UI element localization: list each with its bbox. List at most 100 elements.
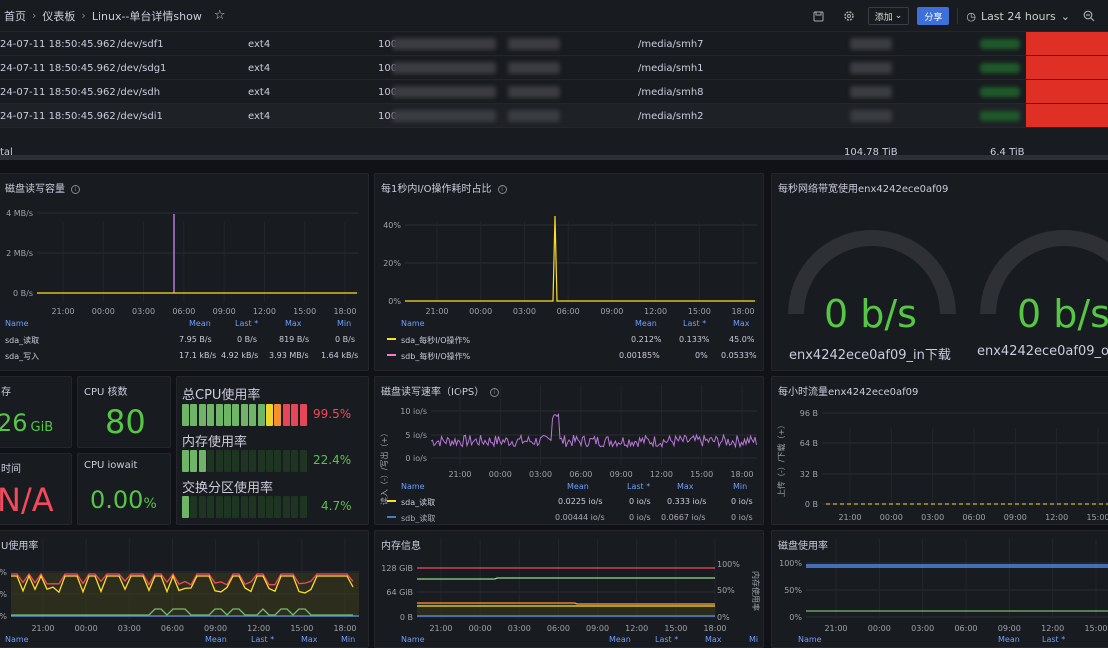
legend-item[interactable]: sdb_读取 [387,513,435,524]
x-tick-label: 21:00 [838,513,861,522]
x-tick-label: 12:00 [247,624,270,633]
chevron-down-icon: ⌄ [894,11,903,21]
x-tick-label: 06:00 [172,307,195,316]
y2-tick-label: 0% [717,613,730,622]
x-tick-label: 21:00 [31,624,54,633]
mem-info-panel: 内存信息 128 GiB 64 GiB 0 B 100% 50% 0% 内存使用… [374,530,764,648]
bar-segment [266,496,273,518]
disk-usage-panel: 磁盘使用率 100% 50% 0% 21:00 00:00 03:00 06:00 09… [771,530,1108,648]
x-tick-label: 03:00 [513,307,536,316]
clock-icon: ◷ [966,9,976,23]
bar-segment [240,450,248,472]
mem-usage-bar [182,450,307,472]
add-button[interactable]: 添加 ⌄ [867,7,910,25]
uptime-stat: 时间 N/A [0,453,72,525]
panel-title: 磁盘读写速率（IOPS） [381,387,485,398]
info-icon[interactable]: i [497,185,507,194]
x-tick-label: 09:00 [998,624,1021,633]
bar-segment [266,450,273,472]
y-axis-label: 读入（-）/写出（+） [379,429,389,505]
panel-title: 每小时流量enx4242ece0af09 [778,387,919,398]
x-tick-label: 03:00 [529,470,552,479]
bar-segment [282,496,290,518]
legend-swatch [387,500,396,502]
hourly-traffic-panel: 每小时流量enx4242ece0af09 上传（-）/下载（+） 96 B 64… [771,376,1108,525]
x-tick-label: 00:00 [868,624,891,633]
bar-segment [299,404,307,426]
x-tick-label: 18:00 [703,624,726,633]
disk-usage-chart: 100% 50% 0% 21:00 00:00 03:00 06:00 09:00 12:… [779,539,1108,633]
panel-title: 磁盘读写容量 [5,184,65,195]
x-tick-label: 09:00 [1004,513,1027,522]
cpu-iowait-stat: CPU iowait 0.00% [77,453,171,525]
zoom-out-icon[interactable] [1078,6,1100,26]
gauges [788,230,1108,315]
x-tick-label: 09:00 [213,307,236,316]
x-tick-label: 00:00 [880,513,903,522]
breadcrumb: 首页 › 仪表板 › Linux--单台详情show ☆ [0,8,231,24]
y2-axis-label: 内存使用率 [751,571,761,611]
legend-item[interactable]: sda_每秒I/O操作% [387,335,470,346]
breadcrumb-home[interactable]: 首页 [4,9,26,23]
usage-cell [1026,56,1108,79]
x-tick-label: 18:00 [333,624,356,633]
x-axis-ticks: 21:00 00:00 03:00 06:00 09:00 12:00 15:00 18:00 [448,385,754,479]
bar-segment [182,496,189,518]
x-tick-label: 00:00 [75,624,98,633]
dashboard-title[interactable]: Linux--单台详情show [91,9,202,23]
iops-panel: 磁盘读写速率（IOPS） i 读入（-）/写出（+） 10 io/s 5 io/s… [374,376,764,525]
chevron-down-icon: ⌄ [1060,9,1070,23]
table-footer: tal 104.78 TiB 6.4 TiB [0,147,1025,158]
legend-item[interactable]: sda_读取 [5,336,40,345]
x-tick-label: 12:00 [650,470,673,479]
bar-segment [232,496,240,518]
x-tick-label: 03:00 [118,624,141,633]
usage-cell [1026,104,1108,127]
breadcrumb-dashboards[interactable]: 仪表板 [42,9,76,23]
x-tick-label: 15:00 [290,624,313,633]
save-icon[interactable] [808,6,830,26]
x-tick-label: 09:00 [204,624,227,633]
gauge-value: 0 b/s [824,292,917,336]
gear-icon[interactable] [838,6,860,26]
y-tick-label: 10 io/s [400,407,427,416]
bar-segment [182,404,189,426]
info-icon[interactable]: i [71,185,80,194]
legend-item[interactable]: sdb_每秒I/O操作% [387,351,470,362]
horizontal-scrollbar[interactable] [0,155,1108,160]
legend-swatch [387,516,396,518]
cpu-usage-bar [182,404,307,426]
bar-segment [215,404,223,426]
x-tick-label: 12:00 [1045,513,1068,522]
time-range-picker[interactable]: ◷ Last 24 hours ⌄ [966,9,1070,23]
bar-segment [274,404,282,426]
legend-item[interactable]: sda_写入 [5,352,40,361]
x-axis-ticks: 21:00 00:00 03:00 06:00 09:00 12:00 15:00 18:00 [429,539,727,633]
series-red-line [11,572,354,586]
bar-segment [240,496,248,518]
star-icon[interactable]: ☆ [213,8,226,23]
table-row: 24-07-11 18:50:45.962 /dev/sdg1 ext4 100… [0,56,1108,80]
x-axis-ticks: 21:00 00:00 03:00 06:00 09:00 12:00 15:00 18:00 [51,222,357,316]
x-tick-label: 12:00 [644,307,667,316]
bar-segment [224,450,231,472]
y-tick-label: 40% [383,221,401,230]
x-tick-label: 06:00 [962,513,985,522]
info-icon[interactable]: i [490,388,500,397]
toolbar: 添加 ⌄ 分享 ◷ Last 24 hours ⌄ [808,6,1100,26]
y-tick-label: % [0,568,7,577]
legend-item[interactable]: sda_读取 [387,497,435,508]
y-tick-label: 0 io/s [405,454,427,463]
bar-segment [274,496,282,518]
usage-cell [1026,80,1108,103]
x-axis-ticks: 21:00 00:00 03:00 06:00 09:00 12:00 15:00 18:00 [425,222,755,316]
x-tick-label: 15:00 [1086,513,1108,522]
bar-segment [266,404,273,426]
bar-segment [291,450,299,472]
bar-segment [198,404,206,426]
bar-segment [299,496,307,518]
y-tick-label: % [0,612,7,621]
bar-segment [249,404,257,426]
share-button[interactable]: 分享 [917,7,950,25]
series-sda-line [405,215,755,302]
